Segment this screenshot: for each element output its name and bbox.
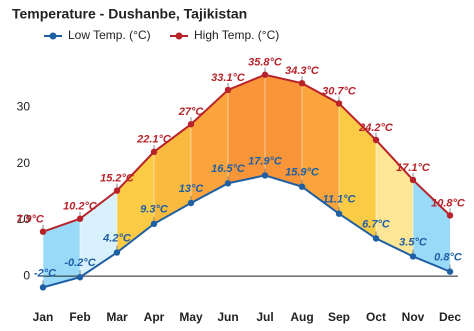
data-label: 33.1°C	[211, 72, 246, 84]
data-label: 11.1°C	[323, 194, 357, 206]
x-tick-label: Oct	[366, 310, 386, 324]
point	[39, 284, 47, 291]
data-label: 4.2°C	[102, 232, 132, 244]
point	[372, 235, 380, 242]
data-label: 17.9°C	[248, 155, 283, 167]
point	[150, 148, 158, 156]
point	[446, 212, 454, 219]
point	[372, 136, 380, 144]
point	[261, 172, 269, 179]
point	[298, 183, 306, 190]
x-tick-label: Feb	[69, 310, 90, 324]
point	[335, 210, 343, 217]
data-label: 15.9°C	[285, 167, 320, 179]
point	[409, 253, 417, 260]
x-tick-label: Apr	[144, 310, 165, 324]
series-line	[42, 73, 451, 233]
series-line	[42, 174, 451, 289]
point	[113, 187, 121, 194]
data-label: 34.3°C	[285, 65, 320, 77]
band	[413, 179, 450, 272]
point	[224, 86, 232, 94]
point	[76, 274, 84, 281]
y-tick-label: 0	[23, 268, 30, 282]
x-tick-label: Mar	[106, 310, 128, 324]
data-label: 6.7°C	[362, 218, 391, 230]
y-tick-label: 20	[17, 156, 31, 170]
band	[191, 89, 228, 203]
point	[261, 71, 269, 78]
point	[113, 249, 121, 256]
band	[265, 74, 302, 187]
legend-label: High Temp. (°C)	[194, 28, 279, 42]
data-label: 0.8°C	[434, 252, 463, 264]
band	[117, 151, 154, 253]
point	[446, 268, 454, 275]
data-label: 10.2°C	[63, 201, 98, 213]
x-tick-label: Aug	[290, 310, 313, 324]
data-label: 9.3°C	[140, 204, 169, 216]
x-tick-label: Dec	[439, 310, 461, 324]
chart-title: Temperature - Dushanbe, Tajikistan	[12, 6, 247, 22]
x-tick-label: May	[179, 310, 203, 324]
data-label: 16.5°C	[211, 163, 246, 175]
y-tick-label: 30	[17, 100, 31, 114]
data-label: 13°C	[179, 183, 205, 195]
data-label: 17.1°C	[396, 162, 431, 174]
legend-label: Low Temp. (°C)	[68, 28, 151, 42]
band	[154, 124, 191, 224]
band	[43, 218, 80, 288]
data-label: 24.2°C	[358, 122, 394, 134]
x-tick-label: Nov	[402, 310, 425, 324]
data-label: 35.8°C	[248, 57, 283, 69]
x-tick-label: Jan	[33, 310, 54, 324]
legend-marker	[49, 32, 57, 40]
point	[39, 228, 47, 235]
point	[187, 199, 195, 207]
data-label: 3.5°C	[399, 236, 428, 248]
band	[339, 103, 376, 239]
point	[150, 220, 158, 228]
band	[376, 140, 413, 257]
data-label: 15.2°C	[100, 173, 135, 185]
data-label: 30.7°C	[322, 85, 357, 97]
y-tick-label: 10	[17, 212, 31, 226]
band	[302, 83, 339, 214]
data-label: 27°C	[178, 106, 205, 118]
point	[335, 100, 343, 107]
data-label: 10.8°C	[431, 197, 466, 209]
legend-marker	[175, 32, 183, 40]
x-tick-label: Jul	[256, 310, 273, 324]
data-label: -2°C	[34, 267, 57, 279]
data-label: -0.2°C	[64, 257, 96, 269]
data-label: 22.1°C	[136, 134, 172, 146]
x-tick-label: Jun	[217, 310, 238, 324]
point	[187, 121, 195, 128]
band	[228, 74, 265, 184]
point	[409, 176, 417, 184]
data-label: 7.9°C	[16, 214, 45, 226]
point	[298, 79, 306, 87]
point	[76, 215, 84, 222]
x-tick-label: Sep	[328, 310, 350, 324]
point	[224, 180, 232, 187]
